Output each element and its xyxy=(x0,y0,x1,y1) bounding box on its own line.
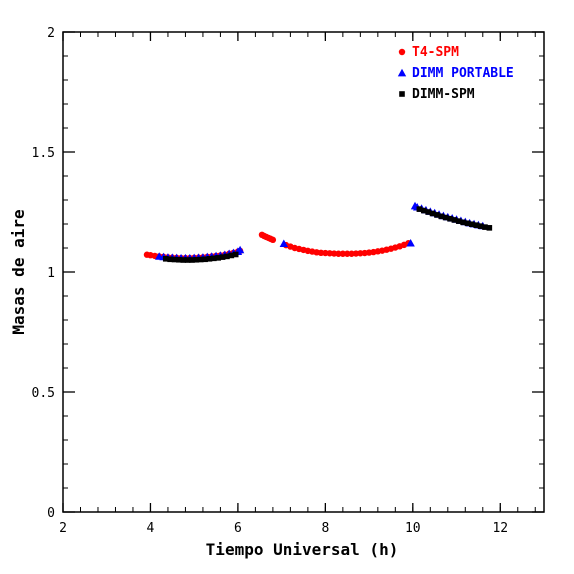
data-point xyxy=(429,210,436,217)
data-point xyxy=(438,213,445,220)
x-tick-label: 12 xyxy=(492,521,508,536)
data-point xyxy=(455,218,462,224)
x-tick-label: 10 xyxy=(405,521,421,536)
data-point xyxy=(269,236,277,244)
data-point xyxy=(219,254,226,260)
y-tick-label: 0.5 xyxy=(32,386,55,401)
legend-marker xyxy=(397,68,407,77)
tick-labels: 2 4 6 8 10 12 0 0.5 1 1.5 2 xyxy=(32,26,509,536)
legend-label: DIMM PORTABLE xyxy=(412,66,514,81)
y-tick-label: 1.5 xyxy=(32,146,55,161)
axis-ticks xyxy=(62,31,544,513)
data-point xyxy=(228,252,235,259)
data-point xyxy=(464,220,471,227)
data-point xyxy=(442,214,449,221)
data-point xyxy=(167,256,173,263)
data-point xyxy=(171,256,178,263)
plot-border xyxy=(62,31,545,513)
data-point xyxy=(176,256,182,263)
data-point xyxy=(469,221,475,228)
data-point xyxy=(339,250,347,257)
data-point xyxy=(451,217,458,223)
data-point xyxy=(184,257,191,263)
data-point xyxy=(477,223,484,229)
y-axis-label: Masas de aire xyxy=(9,209,28,334)
x-tick-label: 4 xyxy=(147,521,155,536)
data-point xyxy=(279,239,289,248)
legend-label: T4-SPM xyxy=(412,45,459,60)
y-tick-label: 1 xyxy=(47,266,55,281)
data-point xyxy=(406,239,415,247)
data-point xyxy=(224,253,230,260)
data-markers xyxy=(143,201,493,263)
data-point xyxy=(335,250,342,257)
data-point xyxy=(344,250,351,257)
data-point xyxy=(180,257,187,263)
series-2 xyxy=(162,206,493,263)
plot-frame xyxy=(62,31,545,513)
data-point xyxy=(434,212,440,218)
data-point xyxy=(425,209,431,215)
data-point xyxy=(215,255,222,261)
data-point xyxy=(189,257,195,263)
data-point xyxy=(235,245,245,254)
data-point xyxy=(486,225,493,231)
legend: T4-SPM DIMM PORTABLE DIMM-SPM xyxy=(397,45,514,102)
data-point xyxy=(482,224,488,230)
y-tick-label: 0 xyxy=(47,506,55,521)
x-axis-label: Tiempo Universal (h) xyxy=(206,540,399,559)
legend-marker xyxy=(399,91,405,97)
x-tick-label: 6 xyxy=(234,521,242,536)
data-point xyxy=(162,256,169,262)
data-point xyxy=(473,222,480,228)
data-point xyxy=(211,255,217,262)
data-point xyxy=(232,251,239,258)
x-tick-label: 2 xyxy=(59,521,67,536)
legend-label: DIMM-SPM xyxy=(412,87,475,102)
data-point xyxy=(206,256,213,262)
x-tick-label: 8 xyxy=(321,521,329,536)
y-tick-label: 2 xyxy=(47,26,55,41)
data-point xyxy=(416,206,423,212)
data-point xyxy=(197,256,204,263)
data-point xyxy=(447,215,453,222)
data-point xyxy=(193,256,200,263)
data-point xyxy=(460,219,466,226)
data-point xyxy=(202,256,208,263)
legend-marker xyxy=(398,48,406,56)
data-point xyxy=(420,207,427,214)
